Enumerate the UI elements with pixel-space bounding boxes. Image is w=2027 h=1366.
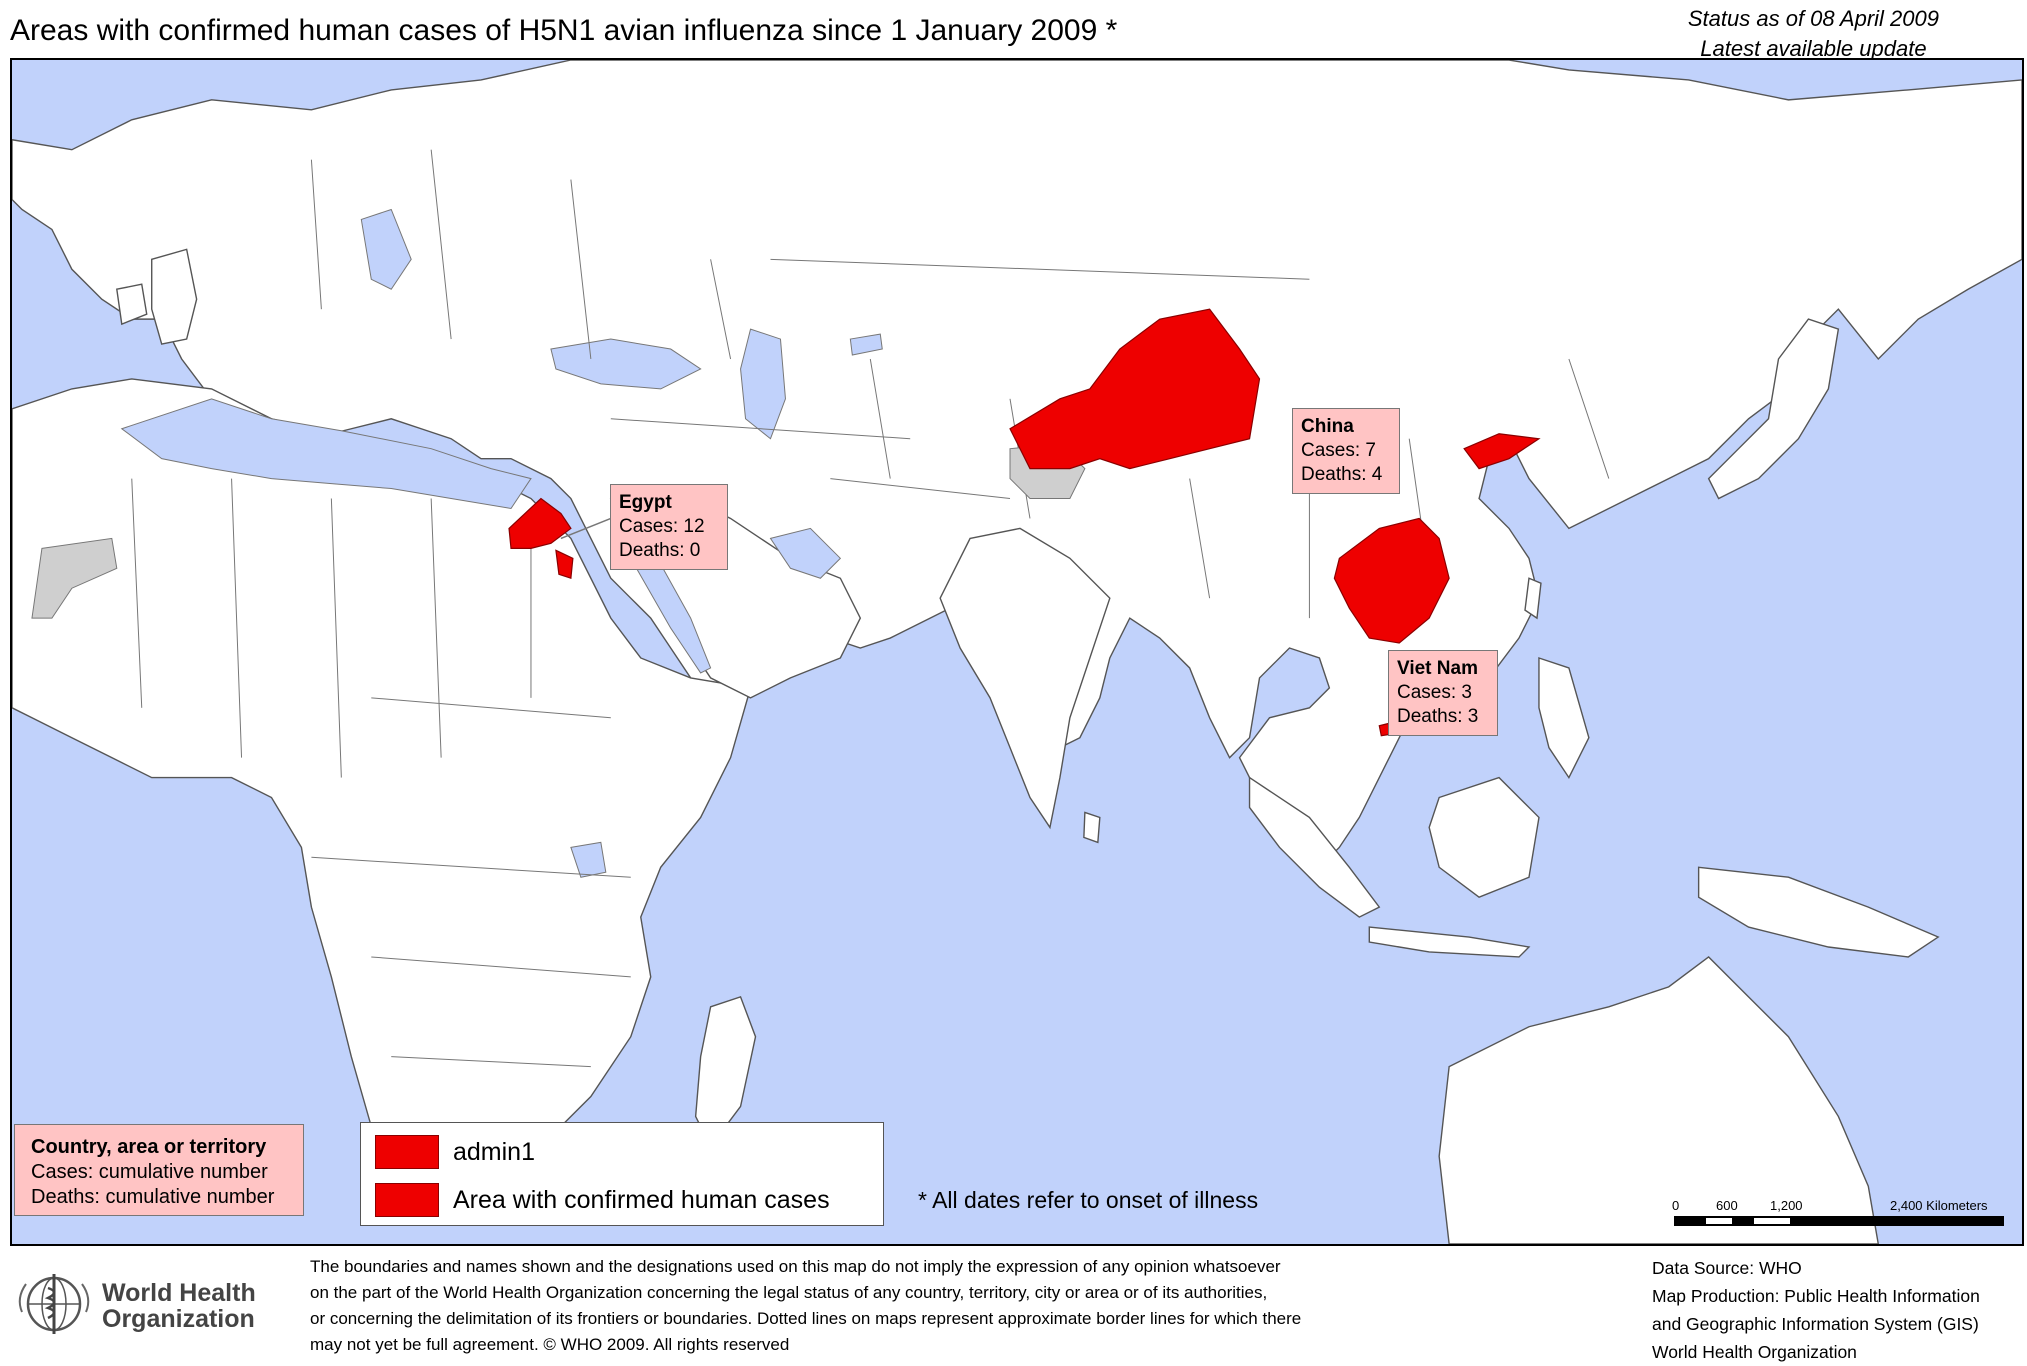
scale-tick-2400: 2,400 Kilometers [1890, 1198, 1988, 1213]
disclaimer-line-4: may not yet be full agreement. © WHO 200… [310, 1335, 790, 1354]
caspian-sea [740, 328, 786, 440]
scale-tick-600: 600 [1716, 1198, 1738, 1213]
legend-swatch-confirmed [375, 1183, 439, 1217]
egypt-affected-area-2 [555, 549, 574, 580]
credits-production-2: and Geographic Information System (GIS) [1652, 1314, 1979, 1334]
landmass-taiwan [1524, 577, 1542, 620]
egypt-label-box: Egypt Cases: 12 Deaths: 0 [610, 484, 728, 570]
lake-victoria [570, 841, 607, 878]
scale-tick-1200: 1,200 [1770, 1198, 1803, 1213]
credits-org: World Health Organization [1652, 1342, 1857, 1362]
western-sahara-grey [31, 537, 118, 619]
landmass-philippines [1538, 657, 1590, 779]
baltic-sea [360, 208, 412, 290]
who-emblem-icon [18, 1274, 90, 1334]
legend-swatch-admin1 [375, 1135, 439, 1169]
country-legend-box: Country, area or territory Cases: cumula… [14, 1124, 304, 1216]
status-line-1: Status as of 08 April 2009 [1687, 6, 1939, 31]
egypt-name: Egypt [619, 492, 672, 513]
legend-label-admin1: admin1 [453, 1137, 535, 1166]
egypt-deaths: Deaths: 0 [619, 540, 701, 561]
scale-bar-base [1674, 1216, 2004, 1226]
credits-production-1: Map Production: Public Health Informatio… [1652, 1286, 1980, 1306]
black-sea [550, 338, 702, 390]
scale-tick-0: 0 [1672, 1198, 1679, 1213]
legend-item-confirmed: Area with confirmed human cases [375, 1183, 830, 1217]
china-cases: Cases: 7 [1301, 440, 1376, 461]
landmass-sumatra [1248, 776, 1381, 918]
landmass-sri-lanka [1083, 811, 1101, 844]
map-frame[interactable]: Egypt Cases: 12 Deaths: 0 China Cases: 7… [10, 58, 2024, 1246]
dates-note: * All dates refer to onset of illness [918, 1187, 1259, 1213]
lake-balkhash [849, 333, 883, 356]
egypt-cases: Cases: 12 [619, 516, 705, 537]
landmass-ireland [116, 283, 148, 326]
landmass-japan [1707, 318, 1840, 500]
landmass-australia [1438, 956, 1879, 1244]
scale-bar: 0 600 1,200 2,400 Kilometers [1672, 1198, 2004, 1226]
scale-bar-seg-1 [1706, 1218, 1732, 1224]
vietnam-label-box: Viet Nam Cases: 3 Deaths: 3 [1388, 650, 1498, 736]
scale-bar-seg-2 [1754, 1218, 1790, 1224]
who-logo-text: World Health Organization [102, 1280, 256, 1332]
legend-label-confirmed: Area with confirmed human cases [453, 1185, 830, 1214]
country-legend-deaths: Deaths: cumulative number [31, 1186, 275, 1208]
landmass-britain [151, 248, 198, 345]
persian-gulf [769, 527, 842, 579]
legend-item-admin1: admin1 [375, 1135, 535, 1169]
vietnam-deaths: Deaths: 3 [1397, 706, 1479, 727]
landmass-borneo [1428, 776, 1540, 898]
vietnam-name: Viet Nam [1397, 658, 1478, 679]
map-title: Areas with confirmed human cases of H5N1… [10, 14, 1118, 47]
xinjiang-affected-area [1009, 308, 1261, 470]
vietnam-cases: Cases: 3 [1397, 682, 1472, 703]
who-name-line-1: World Health [102, 1279, 256, 1307]
south-china-affected-area [1333, 517, 1450, 644]
china-label-box: China Cases: 7 Deaths: 4 [1292, 408, 1400, 494]
china-name: China [1301, 416, 1354, 437]
disclaimer: The boundaries and names shown and the d… [310, 1254, 1410, 1358]
egypt-leader-line [560, 517, 612, 540]
landmass-java [1368, 926, 1531, 958]
landmass-new-guinea [1697, 866, 1940, 958]
shandong-affected-area [1463, 433, 1541, 470]
disclaimer-line-1: The boundaries and names shown and the d… [310, 1257, 1281, 1276]
disclaimer-line-3: or concerning the delimitation of its fr… [310, 1309, 1302, 1328]
mediterranean-sea [120, 398, 532, 510]
credits-source: Data Source: WHO [1652, 1258, 1802, 1278]
credits: Data Source: WHO Map Production: Public … [1652, 1254, 1980, 1366]
map-canvas[interactable] [12, 60, 2022, 1244]
egypt-affected-area [508, 497, 572, 549]
status-line-2: Latest available update [1700, 36, 1927, 61]
landmass-india [939, 527, 1111, 830]
country-legend-cases: Cases: cumulative number [31, 1161, 268, 1183]
map-legend: admin1 Area with confirmed human cases [360, 1122, 884, 1226]
status-date: Status as of 08 April 2009 Latest availa… [1688, 4, 1939, 64]
china-deaths: Deaths: 4 [1301, 464, 1383, 485]
disclaimer-line-2: on the part of the World Health Organiza… [310, 1283, 1268, 1302]
country-legend-heading: Country, area or territory [31, 1136, 267, 1158]
who-name-line-2: Organization [102, 1305, 255, 1333]
